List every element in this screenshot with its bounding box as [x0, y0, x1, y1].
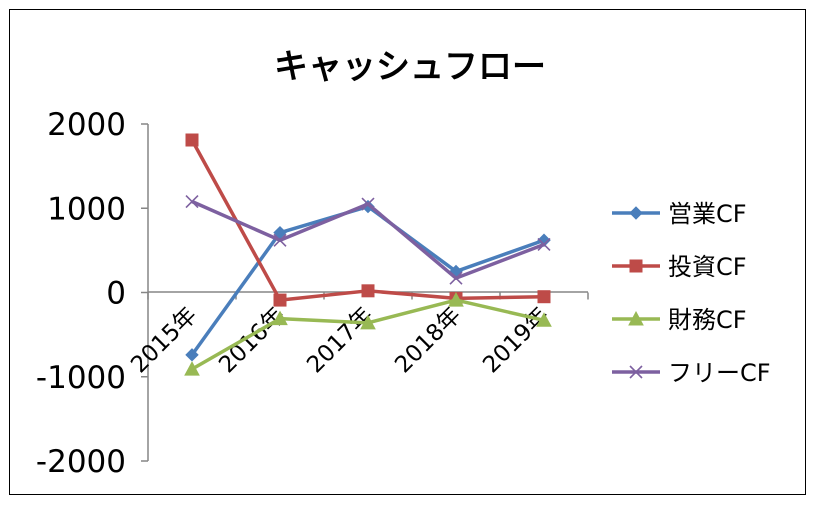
data-point — [448, 292, 464, 307]
data-point — [361, 284, 375, 298]
legend-label: フリーCF — [668, 359, 771, 387]
y-tick-label: 0 — [106, 276, 126, 312]
data-point — [185, 194, 199, 209]
legend-marker — [629, 259, 643, 273]
legend-label: 財務CF — [668, 306, 747, 334]
data-point — [272, 310, 288, 326]
x-tick-label: 2017年 — [302, 302, 378, 378]
data-point — [537, 290, 551, 304]
legend-item: 財務CF — [612, 306, 747, 334]
legend-label: 投資CF — [668, 253, 747, 281]
legend-label: 営業CF — [668, 200, 747, 228]
y-axis-ticks: 2000 1000 0 -1000 -2000 — [36, 107, 148, 480]
data-point — [536, 312, 552, 327]
series-4 — [185, 194, 551, 285]
series-line — [190, 139, 545, 302]
data-point — [273, 233, 287, 247]
data-point — [449, 271, 463, 285]
data-point — [184, 361, 200, 376]
data-point — [360, 314, 376, 330]
legend-marker — [628, 310, 644, 326]
y-tick-label: -1000 — [36, 360, 126, 396]
series-1 — [185, 199, 551, 362]
chart-title: キャッシュフロー — [274, 47, 546, 87]
legend-marker — [629, 206, 643, 220]
data-point — [273, 293, 287, 307]
y-tick-label: -2000 — [36, 444, 126, 480]
y-tick-label: 1000 — [47, 191, 126, 227]
chart-frame — [9, 9, 806, 495]
legend-item: 投資CF — [612, 253, 747, 281]
series-layer — [184, 133, 552, 376]
data-point — [185, 348, 199, 362]
series-3 — [184, 292, 552, 376]
legend-item: 営業CF — [612, 200, 747, 228]
y-tick-label: 2000 — [47, 107, 126, 143]
data-point — [361, 197, 375, 211]
legend-item: フリーCF — [612, 359, 771, 387]
legend-marker — [629, 365, 643, 379]
legend: 営業CF 投資CF 財務CF フリーCF — [612, 200, 771, 387]
data-point — [537, 237, 551, 252]
series-2 — [185, 133, 551, 307]
data-point — [185, 133, 199, 147]
